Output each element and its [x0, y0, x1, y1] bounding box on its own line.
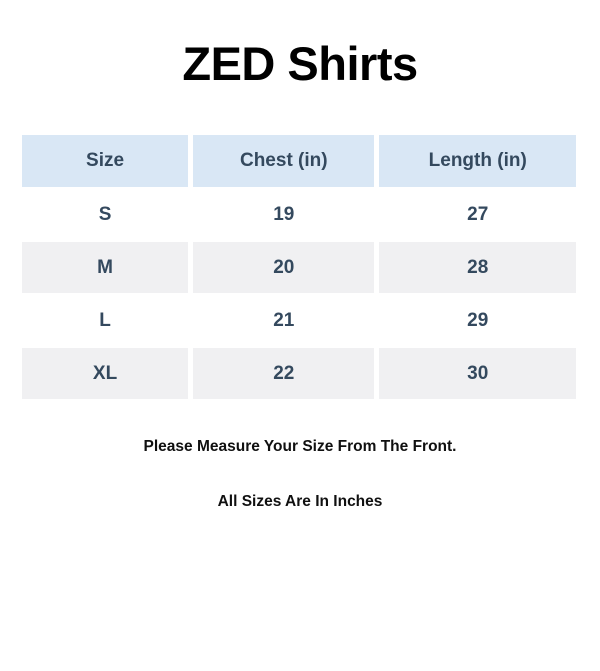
- cell-size: L: [22, 295, 189, 346]
- page-title: ZED Shirts: [182, 37, 418, 90]
- column-header-length: Length (in): [379, 135, 576, 187]
- cell-size: S: [22, 189, 189, 240]
- size-chart-table: Size Chest (in) Length (in) S 19 27 M 20…: [17, 133, 581, 401]
- cell-length: 30: [379, 348, 576, 399]
- cell-chest: 20: [193, 242, 375, 293]
- cell-chest: 21: [193, 295, 375, 346]
- cell-size: M: [22, 242, 189, 293]
- measurement-note: Please Measure Your Size From The Front.: [143, 438, 457, 455]
- cell-chest: 22: [193, 348, 375, 399]
- table-row: L 21 29: [22, 295, 576, 346]
- cell-chest: 19: [193, 189, 375, 240]
- cell-length: 29: [379, 295, 576, 346]
- units-note: All Sizes Are In Inches: [217, 493, 383, 510]
- table-row: XL 22 30: [22, 348, 576, 399]
- table-header-row: Size Chest (in) Length (in): [22, 135, 576, 187]
- table-row: S 19 27: [22, 189, 576, 240]
- table-header: Size Chest (in) Length (in): [22, 135, 576, 187]
- cell-length: 27: [379, 189, 576, 240]
- cell-length: 28: [379, 242, 576, 293]
- column-header-size: Size: [22, 135, 189, 187]
- table-row: M 20 28: [22, 242, 576, 293]
- cell-size: XL: [22, 348, 189, 399]
- column-header-chest: Chest (in): [193, 135, 375, 187]
- table-body: S 19 27 M 20 28 L 21 29 XL 22 30: [22, 189, 576, 399]
